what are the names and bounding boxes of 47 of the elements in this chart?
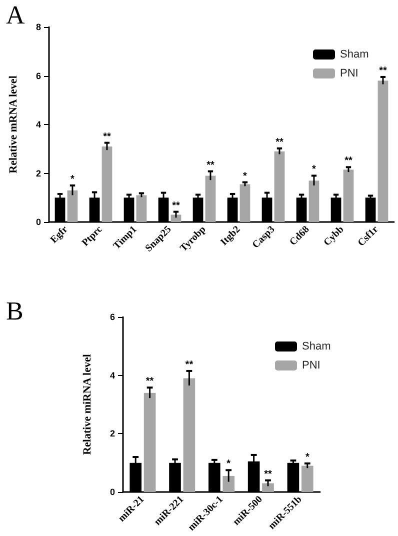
annotation: **	[276, 136, 284, 148]
bar	[183, 378, 196, 492]
bar	[262, 483, 274, 492]
legend-label: Sham	[340, 48, 369, 60]
bar	[222, 476, 234, 492]
annotation: *	[226, 458, 231, 470]
annotation: **	[206, 160, 214, 171]
y-tick-label: 0	[36, 217, 41, 227]
y-axis-title: Relative mRNA level	[8, 76, 20, 174]
y-tick-label: 0	[110, 487, 115, 497]
annotation: *	[70, 174, 75, 185]
y-tick-label: 6	[36, 70, 41, 81]
annotation: *	[305, 452, 310, 463]
bar	[378, 80, 388, 222]
annotation: **	[185, 359, 194, 370]
text: A	[6, 0, 25, 30]
bar	[240, 184, 250, 222]
y-tick-label: 2	[110, 428, 115, 439]
annotation: *	[312, 164, 316, 176]
y-tick-label: 4	[36, 120, 41, 130]
bar	[343, 170, 354, 222]
bar	[205, 176, 216, 222]
annotation: **	[172, 200, 180, 212]
y-tick-label: 4	[110, 370, 115, 380]
y-tick-label: 8	[36, 22, 41, 32]
bar	[308, 180, 320, 222]
annotation: **	[264, 468, 272, 480]
y-tick-label: 2	[36, 168, 41, 178]
bar	[170, 214, 182, 222]
bar	[274, 151, 285, 222]
bar	[67, 190, 78, 222]
bar	[102, 146, 112, 222]
y-axis-title: Relative miRNA level	[82, 354, 94, 455]
y-tick-label: 6	[110, 312, 115, 322]
annotation: **	[379, 65, 387, 76]
legend-label: PNI	[302, 360, 320, 372]
x-tick-label: Egfr	[48, 224, 71, 246]
bar	[144, 392, 156, 492]
annotation: **	[146, 376, 154, 388]
annotation: **	[344, 156, 352, 167]
annotation: *	[243, 170, 248, 182]
legend-label: PNI	[340, 68, 358, 80]
legend-label: Sham	[302, 340, 331, 352]
text: B	[6, 296, 24, 326]
annotation: **	[103, 131, 111, 142]
bar	[301, 466, 314, 492]
bar	[136, 195, 147, 222]
